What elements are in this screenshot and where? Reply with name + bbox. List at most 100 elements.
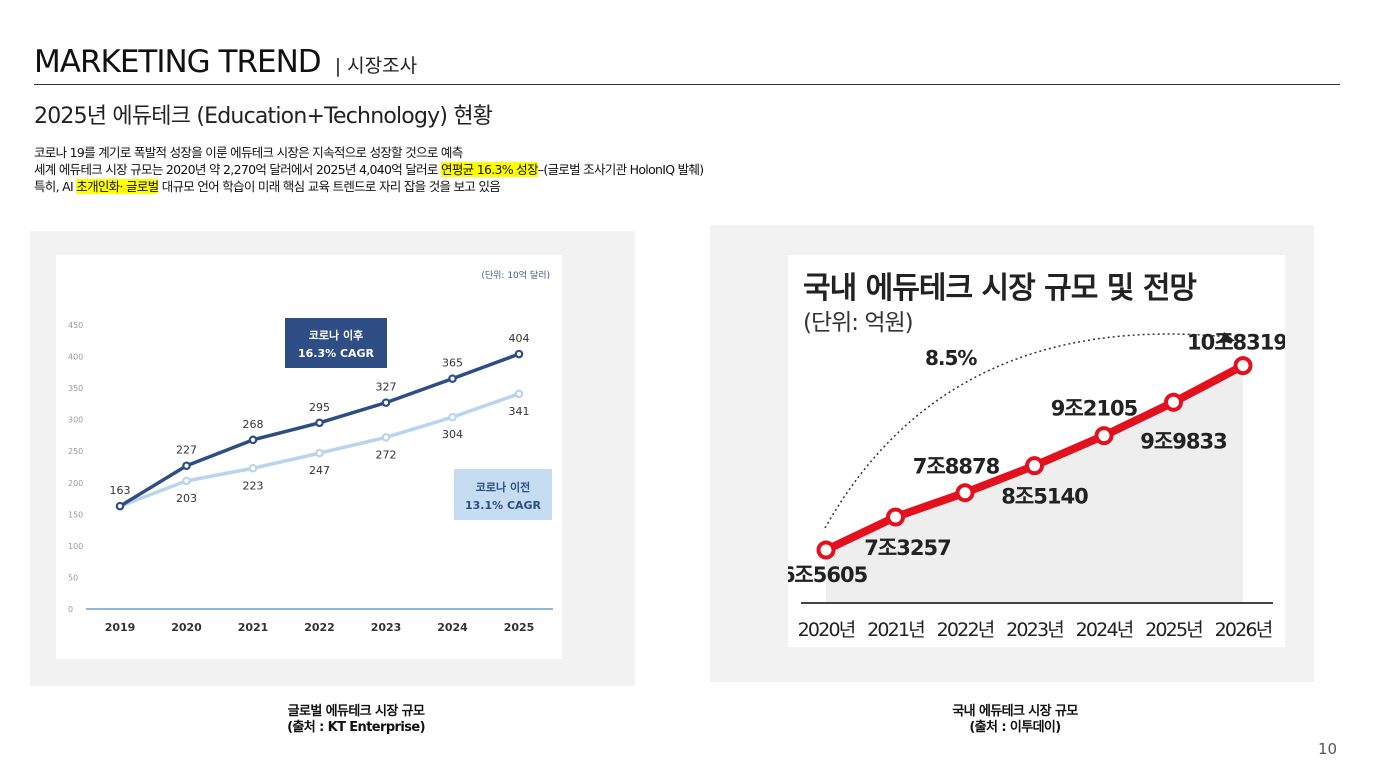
- data-label: 341: [509, 405, 530, 418]
- left-caption: 글로벌 에듀테크 시장 규모 (출처 : KT Enterprise): [256, 704, 456, 736]
- x-tick-label: 2020: [171, 621, 202, 634]
- page-header: MARKETING TREND | 시장조사: [34, 44, 417, 80]
- global-edtech-chart: 0 50 100 150 200 250 300 350 400 450 2019 2020 2021 2…: [56, 255, 562, 659]
- y-tick-label: 250: [68, 447, 83, 456]
- data-point: [182, 461, 191, 471]
- data-point: [1094, 426, 1114, 446]
- data-label: 295: [309, 401, 330, 414]
- data-point: [315, 418, 324, 428]
- y-tick-label: 200: [68, 479, 83, 488]
- data-label: 247: [309, 464, 330, 477]
- y-tick-label: 350: [68, 384, 83, 393]
- data-point: [955, 483, 975, 503]
- x-tick-label: 2024: [437, 621, 468, 634]
- value-label: 7조8878: [913, 455, 1000, 479]
- data-point: [381, 398, 391, 407]
- value-label: 6조5605: [788, 563, 868, 587]
- data-point: [381, 433, 391, 442]
- y-tick-label: 300: [68, 416, 83, 425]
- cagr-label: 8.5%: [925, 346, 977, 370]
- page-title: MARKETING TREND: [34, 44, 322, 80]
- right-caption-title: 국내 에듀테크 시장 규모: [952, 704, 1078, 719]
- data-point: [115, 501, 125, 511]
- after-covid-label: 코로나 이후: [309, 328, 363, 342]
- data-point: [1233, 356, 1253, 376]
- data-point: [886, 507, 905, 527]
- body-line-3-rest: 대규모 언어 학습이 미래 핵심 교육 트렌드로 자리 잡을 것을 보고 있음: [158, 179, 501, 194]
- data-point: [248, 463, 258, 473]
- x-tick-label: 2019: [105, 621, 136, 634]
- left-chart-unit: (단위: 10억 달러): [481, 269, 550, 281]
- data-label: 203: [176, 492, 197, 505]
- page-number: 10: [1318, 740, 1338, 758]
- x-tick-label: 2021: [238, 621, 269, 634]
- data-label: 404: [509, 332, 530, 345]
- cagr-arc: [824, 333, 1229, 529]
- data-label: 272: [376, 448, 397, 461]
- data-point: [1025, 456, 1044, 476]
- body-line-1: 코로나 19를 계기로 폭발적 성장을 이룬 에듀테크 시장은 지속적으로 성장…: [34, 145, 463, 160]
- section-title: 2025년 에듀테크 (Education+Technology) 현황: [34, 104, 493, 129]
- data-point: [448, 374, 457, 383]
- x-tick-label: 2022: [304, 621, 335, 634]
- body-line-3-text: 특히, AI: [34, 179, 77, 194]
- domestic-chart-title: 국내 에듀테크 시장 규모 및 전망: [803, 271, 1197, 306]
- after-covid-box: [285, 318, 387, 368]
- body-line-2: 세계 에듀테크 시장 규모는 2020년 약 2,270억 달러에서 2025년…: [34, 161, 704, 178]
- value-label: 10조8319: [1187, 331, 1285, 355]
- data-point: [514, 389, 524, 399]
- data-point: [248, 435, 258, 445]
- left-caption-source: (출처 : KT Enterprise): [287, 720, 425, 735]
- after-covid-cagr: 16.3% CAGR: [298, 347, 375, 360]
- x-tick-label: 2023년: [1006, 619, 1063, 641]
- x-tick-label: 2022년: [937, 619, 994, 641]
- value-label: 8조5140: [1001, 485, 1088, 509]
- area-fill: [826, 365, 1243, 603]
- data-label: 223: [243, 479, 264, 492]
- y-tick-label: 50: [68, 573, 78, 582]
- x-tick-label: 2020년: [798, 619, 855, 641]
- header-divider: [34, 84, 1340, 85]
- global-edtech-chart-svg: 0 50 100 150 200 250 300 350 400 450 2019 2020 2021 2…: [68, 269, 553, 634]
- left-chart-grid: 0 50 100 150 200 250 300 350 400 450 2019 2020 2021 2…: [68, 321, 553, 634]
- domestic-edtech-chart-svg: 국내 에듀테크 시장 규모 및 전망 (단위: 억원) 8.5% 6조5605 7…: [788, 271, 1285, 641]
- value-label: 9조9833: [1140, 429, 1226, 453]
- y-tick-label: 100: [68, 542, 83, 551]
- domestic-edtech-chart: 국내 에듀테크 시장 규모 및 전망 (단위: 억원) 8.5% 6조5605 7…: [788, 255, 1285, 647]
- right-caption: 국내 에듀테크 시장 규모 (출처 : 이투데이): [915, 704, 1115, 736]
- data-label: 327: [376, 381, 397, 394]
- highlight-growth: 연평균 16.3% 성장: [441, 162, 538, 177]
- body-text: 코로나 19를 계기로 폭발적 성장을 이룬 에듀테크 시장은 지속적으로 성장…: [34, 144, 704, 195]
- x-tick-label: 2025년: [1145, 619, 1202, 641]
- highlight-personalization: 초개인화· 글로벌: [76, 179, 159, 194]
- domestic-chart-unit: (단위: 억원): [803, 310, 913, 336]
- y-tick-label: 0: [68, 605, 73, 614]
- body-line-2-text: 세계 에듀테크 시장 규모는 2020년 약 2,270억 달러에서 2025년…: [34, 162, 442, 177]
- cagr-arrowhead: [1220, 332, 1235, 343]
- data-label: 365: [442, 357, 463, 370]
- data-point: [816, 540, 836, 560]
- data-label: 227: [176, 444, 197, 457]
- data-point: [182, 476, 191, 486]
- before-covid-box: [454, 469, 552, 520]
- x-tick-label: 2026년: [1215, 619, 1272, 641]
- x-tick-label: 2024년: [1076, 619, 1133, 641]
- right-caption-source: (출처 : 이투데이): [969, 720, 1061, 735]
- left-caption-title: 글로벌 에듀테크 시장 규모: [287, 704, 425, 719]
- y-tick-label: 450: [68, 321, 83, 330]
- data-label: 304: [442, 428, 463, 441]
- data-point: [514, 349, 524, 359]
- x-tick-label: 2025: [504, 621, 535, 634]
- domestic-chart-area: [826, 365, 1243, 603]
- before-covid-cagr: 13.1% CAGR: [465, 499, 542, 512]
- before-covid-label: 코로나 이전: [476, 480, 530, 494]
- y-tick-label: 150: [68, 510, 83, 519]
- y-tick-label: 400: [68, 353, 83, 362]
- body-line-2-source: –(글로벌 조사기관 HolonIQ 발췌): [537, 162, 704, 177]
- page-subtitle: | 시장조사: [334, 55, 418, 77]
- x-tick-label: 2021년: [867, 619, 924, 641]
- data-point: [1164, 392, 1183, 412]
- data-point: [448, 412, 457, 422]
- data-label: 268: [243, 418, 264, 431]
